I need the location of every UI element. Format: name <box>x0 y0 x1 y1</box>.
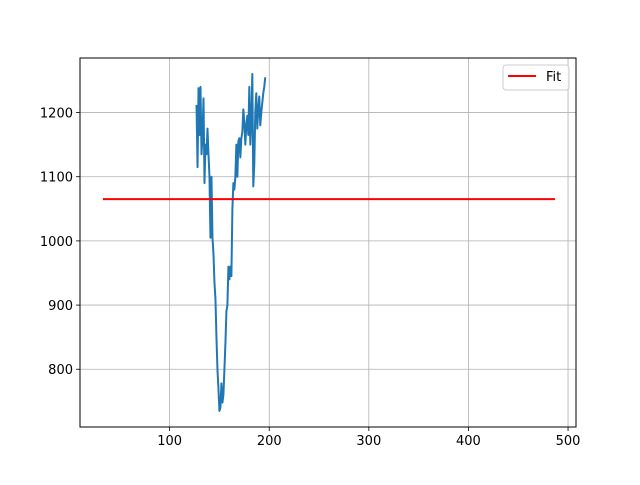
y-tick-label: 900 <box>48 299 73 314</box>
legend-box <box>502 64 570 91</box>
y-tick-label: 1100 <box>40 171 73 186</box>
x-tick-label: 400 <box>456 434 481 449</box>
y-tick-label: 1000 <box>40 235 73 250</box>
axes-frame <box>79 57 577 428</box>
y-tick-label: 1200 <box>40 107 73 122</box>
x-tick-label: 300 <box>356 434 381 449</box>
x-tick-label: 200 <box>257 434 282 449</box>
legend-label-fit: Fit <box>546 70 561 85</box>
series-layer <box>102 73 556 412</box>
ticks: 100 200 300 400 500 800 900 1000 1100 1200 <box>40 107 581 449</box>
x-tick-label: 100 <box>157 434 182 449</box>
x-tick-label: 500 <box>556 434 581 449</box>
legend: Fit <box>502 64 570 91</box>
series-line-0 <box>195 73 267 412</box>
y-tick-label: 800 <box>48 363 73 378</box>
grid <box>80 58 576 427</box>
